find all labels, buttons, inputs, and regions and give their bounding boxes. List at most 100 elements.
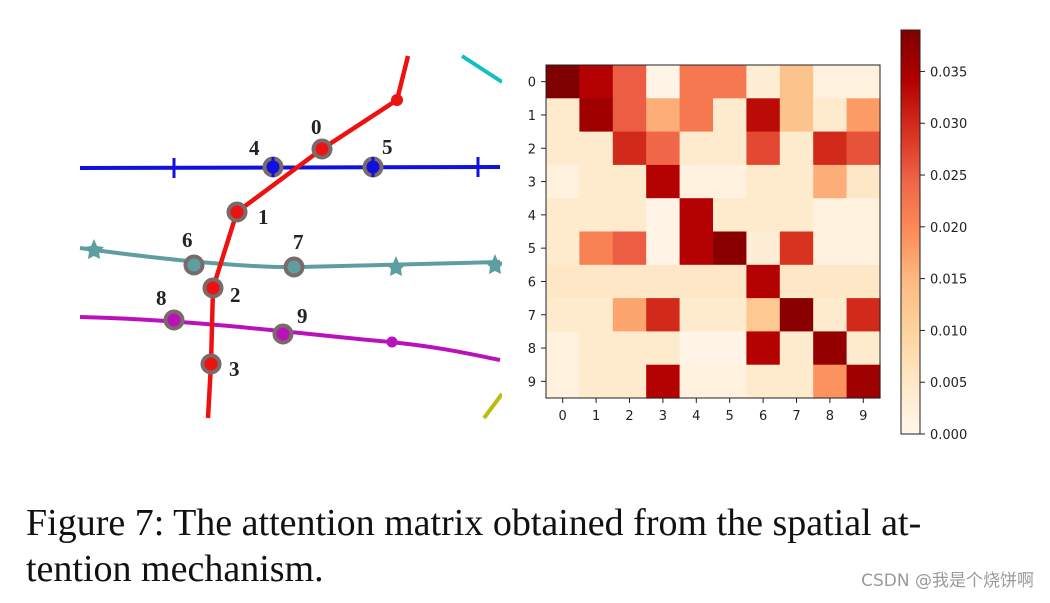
heatmap-cell-2-3 [646, 131, 681, 166]
heatmap-cell-6-6 [746, 264, 781, 299]
attention-heatmap: 0 1 2 3 4 5 6 7 8 9 0 1 2 3 4 5 6 7 8 9 [528, 64, 881, 424]
colorbar: 0.000 0.005 0.010 0.015 0.020 0.025 0.030 0.035 [900, 29, 967, 443]
caption-line-2: tention mechanism. [26, 548, 324, 590]
node-label-0: 0 [311, 115, 322, 139]
heatmap-cell-5-8 [813, 231, 848, 266]
heatmap-cell-9-6 [746, 364, 781, 399]
colorbar-tick-label-0.025: 0.025 [930, 169, 967, 184]
blue-tick-markers [172, 157, 480, 178]
node-label-9: 9 [297, 304, 308, 328]
x-tick-label-2: 2 [625, 409, 633, 424]
colorbar-tick-label-0.030: 0.030 [930, 117, 967, 132]
blue-lane-line [79, 165, 501, 170]
heatmap-cell-3-0 [546, 164, 580, 199]
heatmap-cell-7-1 [579, 298, 614, 332]
heatmap-cell-5-6 [746, 231, 781, 266]
heatmap-cell-3-9 [846, 164, 881, 199]
x-tick-label-0: 0 [559, 409, 567, 424]
node-2 [202, 277, 224, 299]
colorbar-tick-label-0.010: 0.010 [930, 324, 967, 339]
x-tick-label-8: 8 [826, 409, 834, 424]
x-tick-label-5: 5 [726, 409, 734, 424]
y-tick-label-3: 3 [528, 176, 536, 191]
heatmap-cell-8-5 [713, 331, 747, 366]
heatmap-cell-7-9 [846, 298, 881, 332]
heatmap-cell-8-1 [579, 331, 614, 366]
heatmap-cell-9-5 [713, 364, 747, 399]
node-label-8: 8 [156, 286, 167, 310]
heatmap-cell-3-8 [813, 164, 848, 199]
heatmap-cell-4-7 [779, 198, 814, 233]
x-tick-label-9: 9 [859, 409, 867, 424]
heatmap-cell-0-4 [679, 65, 714, 99]
heatmap-cell-5-1 [579, 231, 614, 266]
heatmap-cell-7-7 [779, 298, 814, 332]
trajectory-diagram: 0 1 2 3 4 5 6 7 8 9 [79, 54, 502, 420]
heatmap-cell-7-6 [746, 298, 781, 332]
y-tick-label-1: 1 [528, 109, 536, 124]
heatmap-cell-3-1 [579, 164, 614, 199]
colorbar-tick-label-0.035: 0.035 [930, 65, 967, 80]
heatmap-cell-8-3 [646, 331, 681, 366]
heatmap-cell-6-2 [612, 264, 647, 299]
node-9 [272, 323, 294, 345]
node-6 [183, 254, 205, 276]
heatmap-cell-0-7 [779, 65, 814, 99]
figure-7: 0 1 2 3 4 5 6 7 8 9 0 1 2 3 4 5 6 7 8 9 0 1 2 3 4 5 6 7 8… [79, 29, 967, 443]
heatmap-cell-5-0 [546, 231, 580, 266]
y-tick-label-5: 5 [528, 242, 536, 257]
heatmap-cell-3-6 [746, 164, 781, 199]
heatmap-cell-0-8 [813, 65, 848, 99]
colorbar-tick-label-0.005: 0.005 [930, 376, 967, 391]
cyan-lane-line [460, 54, 502, 84]
x-tick-label-6: 6 [759, 409, 767, 424]
node-label-2: 2 [230, 283, 241, 307]
y-tick-label-6: 6 [528, 275, 536, 290]
heatmap-cell-3-5 [713, 164, 747, 199]
x-tick-label-1: 1 [592, 409, 600, 424]
heatmap-frame [545, 64, 881, 399]
colorbar-tick-label-0.000: 0.000 [930, 428, 967, 443]
heatmap-cell-5-5 [713, 231, 747, 266]
node-3 [200, 353, 222, 375]
heatmap-cell-2-7 [779, 131, 814, 166]
node-label-3: 3 [229, 357, 240, 381]
magenta-point-marker [386, 336, 398, 348]
heatmap-cell-5-2 [612, 231, 647, 266]
red-point-marker [391, 94, 403, 106]
heatmap-cell-2-9 [846, 131, 881, 166]
y-tick-label-2: 2 [528, 142, 536, 157]
figure-caption: Figure 7: The attention matrix obtained … [26, 500, 1026, 592]
heatmap-cell-2-4 [679, 131, 714, 166]
x-tick-label-3: 3 [659, 409, 667, 424]
heatmap-cell-9-4 [679, 364, 714, 399]
heatmap-cell-9-2 [612, 364, 647, 399]
heatmap-cell-9-1 [579, 364, 614, 399]
heatmap-cell-5-4 [679, 231, 714, 266]
heatmap-cell-7-0 [546, 298, 580, 332]
heatmap-cell-7-2 [612, 298, 647, 332]
y-tick-label-4: 4 [528, 209, 536, 224]
heatmap-cell-2-8 [813, 131, 848, 166]
heatmap-cell-7-5 [713, 298, 747, 332]
y-tick-label-0: 0 [528, 76, 536, 91]
heatmap-cell-6-1 [579, 264, 614, 299]
heatmap-cell-9-8 [813, 364, 848, 399]
heatmap-cell-1-3 [646, 98, 681, 133]
colorbar-ticks: 0.000 0.005 0.010 0.015 0.020 0.025 0.030 0.035 [920, 65, 967, 443]
heatmap-cells [546, 65, 881, 399]
heatmap-cell-6-8 [813, 264, 848, 299]
heatmap-cell-0-6 [746, 65, 781, 99]
heatmap-cell-6-4 [679, 264, 714, 299]
node-1 [226, 201, 248, 223]
heatmap-cell-9-0 [546, 364, 580, 399]
heatmap-cell-6-9 [846, 264, 881, 299]
y-tick-label-7: 7 [528, 309, 536, 324]
heatmap-cell-0-1 [579, 65, 614, 99]
heatmap-cell-1-1 [579, 98, 614, 133]
heatmap-cell-1-5 [713, 98, 747, 133]
node-label-4: 4 [249, 136, 260, 160]
heatmap-cell-4-5 [713, 198, 747, 233]
heatmap-cell-2-5 [713, 131, 747, 166]
heatmap-cell-8-8 [813, 331, 848, 366]
